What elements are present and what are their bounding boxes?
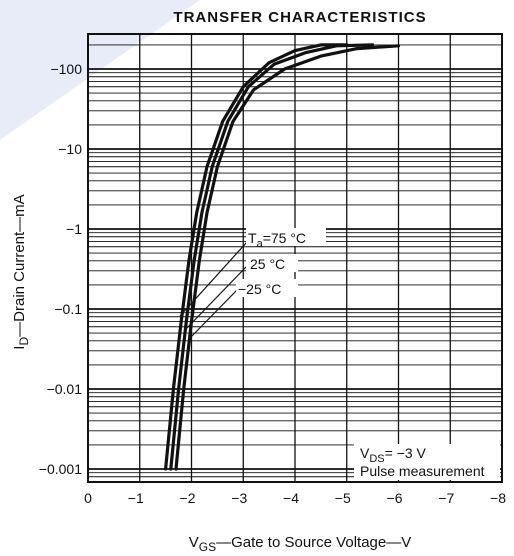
x-tick-label: −1 bbox=[128, 490, 144, 506]
y-tick-label: −0.001 bbox=[39, 461, 82, 477]
x-tick-label: −8 bbox=[490, 490, 506, 506]
leader-line-ta-75 bbox=[179, 241, 248, 317]
series-line-ta-m25 bbox=[174, 44, 401, 471]
condition-annotation: VDS= −3 V Pulse measurement bbox=[354, 444, 500, 480]
series-layer bbox=[164, 43, 401, 471]
x-tick-label: 0 bbox=[84, 490, 92, 506]
plot-frame bbox=[87, 33, 503, 483]
x-tick-label: −6 bbox=[387, 490, 403, 506]
y-tick-labels: −0.001 −0.01 −0.1 −1 −10 −100 bbox=[39, 61, 82, 477]
y-tick-label: −0.1 bbox=[54, 301, 82, 317]
label-bg-ta-75 bbox=[246, 228, 326, 246]
label-ta-75: Ta=75 °C bbox=[248, 230, 306, 250]
y-tick-label: −100 bbox=[50, 61, 82, 77]
x-tick-labels: 0 −1 −2 −3 −4 −5 −6 −7 −8 bbox=[84, 490, 506, 506]
y-tick-label: −0.01 bbox=[47, 381, 83, 397]
series-line-ta-25 bbox=[169, 43, 375, 471]
x-tick-label: −3 bbox=[231, 490, 247, 506]
label-ta-m25: −25 °C bbox=[238, 281, 281, 297]
x-axis-label: VGS—Gate to Source Voltage—V bbox=[189, 534, 411, 554]
label-bg-ta-m25 bbox=[236, 279, 298, 297]
series-line-ta-75 bbox=[164, 43, 349, 471]
y-axis-label: ID—Drain Current—mA bbox=[11, 194, 31, 349]
temperature-annotations: Ta=75 °C 25 °C −25 °C bbox=[179, 228, 326, 339]
x-tick-label: −2 bbox=[180, 490, 196, 506]
y-tick-label: −1 bbox=[66, 221, 82, 237]
x-tick-label: −5 bbox=[335, 490, 351, 506]
y-tick-label: −10 bbox=[58, 141, 82, 157]
x-tick-label: −4 bbox=[283, 490, 299, 506]
leader-line-ta-25 bbox=[184, 265, 248, 331]
chart-title: TRANSFER CHARACTERISTICS bbox=[173, 9, 426, 26]
label-ta-25: 25 °C bbox=[250, 256, 285, 272]
grid bbox=[87, 34, 503, 482]
label-bg-ta-25 bbox=[246, 254, 298, 272]
pulse-measurement: Pulse measurement bbox=[360, 463, 485, 479]
leader-line-ta-m25 bbox=[189, 289, 238, 339]
vds-condition: VDS= −3 V bbox=[360, 445, 427, 465]
watermark-shape bbox=[0, 0, 200, 140]
x-tick-label: −7 bbox=[438, 490, 454, 506]
